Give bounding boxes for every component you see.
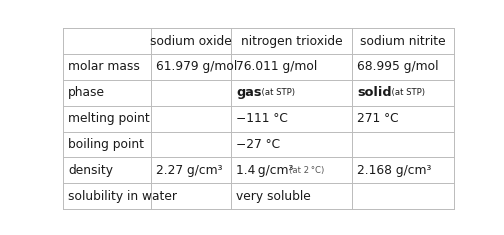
- Text: sodium oxide: sodium oxide: [150, 35, 232, 48]
- Text: very soluble: very soluble: [236, 190, 311, 203]
- Text: melting point: melting point: [68, 112, 150, 125]
- Text: 76.011 g/mol: 76.011 g/mol: [236, 60, 318, 74]
- Text: gas: gas: [236, 86, 262, 99]
- Text: 271 °C: 271 °C: [357, 112, 399, 125]
- Text: molar mass: molar mass: [68, 60, 140, 74]
- Text: 2.168 g/cm³: 2.168 g/cm³: [357, 164, 431, 177]
- Text: boiling point: boiling point: [68, 138, 144, 151]
- Text: (at STP): (at STP): [257, 88, 295, 97]
- Text: solid: solid: [357, 86, 392, 99]
- Text: (at STP): (at STP): [386, 88, 425, 97]
- Text: nitrogen trioxide: nitrogen trioxide: [241, 35, 342, 48]
- Text: 68.995 g/mol: 68.995 g/mol: [357, 60, 438, 74]
- Text: 61.979 g/mol: 61.979 g/mol: [156, 60, 237, 74]
- Text: −111 °C: −111 °C: [236, 112, 288, 125]
- Text: sodium nitrite: sodium nitrite: [360, 35, 446, 48]
- Text: (at 2 °C): (at 2 °C): [289, 166, 324, 175]
- Text: solubility in water: solubility in water: [68, 190, 177, 203]
- Text: 2.27 g/cm³: 2.27 g/cm³: [156, 164, 222, 177]
- Text: density: density: [68, 164, 113, 177]
- Text: 1.4 g/cm³: 1.4 g/cm³: [236, 164, 293, 177]
- Text: phase: phase: [68, 86, 105, 99]
- Text: −27 °C: −27 °C: [236, 138, 280, 151]
